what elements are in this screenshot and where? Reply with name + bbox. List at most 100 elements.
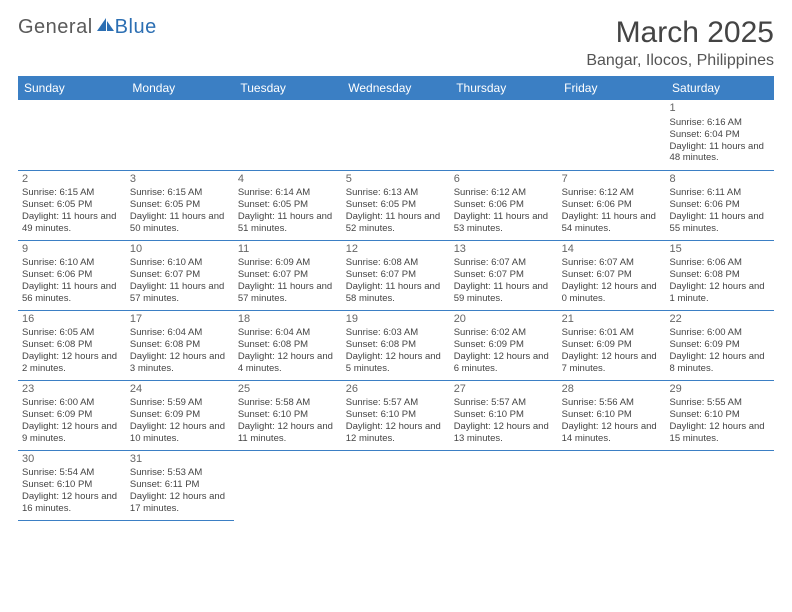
calendar-day-cell: 1Sunrise: 6:16 AMSunset: 6:04 PMDaylight… xyxy=(666,100,774,170)
calendar-day-cell: 12Sunrise: 6:08 AMSunset: 6:07 PMDayligh… xyxy=(342,240,450,310)
sunset-line: Sunset: 6:08 PM xyxy=(130,339,230,351)
calendar-body: 1Sunrise: 6:16 AMSunset: 6:04 PMDaylight… xyxy=(18,100,774,520)
calendar-day-cell: 28Sunrise: 5:56 AMSunset: 6:10 PMDayligh… xyxy=(558,380,666,450)
calendar-day-cell: 2Sunrise: 6:15 AMSunset: 6:05 PMDaylight… xyxy=(18,170,126,240)
daylight-line: Daylight: 12 hours and 3 minutes. xyxy=(130,351,230,375)
sunset-line: Sunset: 6:06 PM xyxy=(454,199,554,211)
day-number: 12 xyxy=(346,243,446,257)
calendar-empty-cell xyxy=(450,450,558,520)
calendar-table: SundayMondayTuesdayWednesdayThursdayFrid… xyxy=(18,76,774,521)
sunset-line: Sunset: 6:10 PM xyxy=(22,479,122,491)
day-number: 26 xyxy=(346,383,446,397)
weekday-header: Wednesday xyxy=(342,76,450,100)
daylight-line: Daylight: 12 hours and 2 minutes. xyxy=(22,351,122,375)
calendar-day-cell: 20Sunrise: 6:02 AMSunset: 6:09 PMDayligh… xyxy=(450,310,558,380)
calendar-empty-cell xyxy=(18,100,126,170)
calendar-day-cell: 16Sunrise: 6:05 AMSunset: 6:08 PMDayligh… xyxy=(18,310,126,380)
daylight-line: Daylight: 12 hours and 7 minutes. xyxy=(562,351,662,375)
sunrise-line: Sunrise: 6:14 AM xyxy=(238,187,338,199)
sunset-line: Sunset: 6:09 PM xyxy=(454,339,554,351)
day-number: 9 xyxy=(22,243,122,257)
day-number: 5 xyxy=(346,173,446,187)
sunrise-line: Sunrise: 6:12 AM xyxy=(562,187,662,199)
sunset-line: Sunset: 6:10 PM xyxy=(454,409,554,421)
daylight-line: Daylight: 11 hours and 51 minutes. xyxy=(238,211,338,235)
calendar-day-cell: 22Sunrise: 6:00 AMSunset: 6:09 PMDayligh… xyxy=(666,310,774,380)
logo: General Blue xyxy=(18,16,157,39)
sunset-line: Sunset: 6:05 PM xyxy=(22,199,122,211)
sunrise-line: Sunrise: 6:03 AM xyxy=(346,327,446,339)
sunrise-line: Sunrise: 6:15 AM xyxy=(130,187,230,199)
sunset-line: Sunset: 6:08 PM xyxy=(238,339,338,351)
calendar-day-cell: 25Sunrise: 5:58 AMSunset: 6:10 PMDayligh… xyxy=(234,380,342,450)
daylight-line: Daylight: 12 hours and 17 minutes. xyxy=(130,491,230,515)
daylight-line: Daylight: 11 hours and 49 minutes. xyxy=(22,211,122,235)
weekday-header: Sunday xyxy=(18,76,126,100)
sunrise-line: Sunrise: 6:05 AM xyxy=(22,327,122,339)
daylight-line: Daylight: 11 hours and 59 minutes. xyxy=(454,281,554,305)
day-number: 11 xyxy=(238,243,338,257)
day-number: 22 xyxy=(670,313,770,327)
sunset-line: Sunset: 6:08 PM xyxy=(346,339,446,351)
page-header: General Blue March 2025 Bangar, Ilocos, … xyxy=(18,16,774,70)
daylight-line: Daylight: 11 hours and 57 minutes. xyxy=(238,281,338,305)
day-number: 18 xyxy=(238,313,338,327)
calendar-empty-cell xyxy=(558,450,666,520)
day-number: 13 xyxy=(454,243,554,257)
daylight-line: Daylight: 12 hours and 14 minutes. xyxy=(562,421,662,445)
weekday-header: Saturday xyxy=(666,76,774,100)
sunrise-line: Sunrise: 6:09 AM xyxy=(238,257,338,269)
calendar-day-cell: 11Sunrise: 6:09 AMSunset: 6:07 PMDayligh… xyxy=(234,240,342,310)
sunrise-line: Sunrise: 6:10 AM xyxy=(130,257,230,269)
daylight-line: Daylight: 12 hours and 8 minutes. xyxy=(670,351,770,375)
sunrise-line: Sunrise: 6:04 AM xyxy=(238,327,338,339)
sunrise-line: Sunrise: 5:53 AM xyxy=(130,467,230,479)
day-number: 14 xyxy=(562,243,662,257)
calendar-day-cell: 14Sunrise: 6:07 AMSunset: 6:07 PMDayligh… xyxy=(558,240,666,310)
calendar-empty-cell xyxy=(342,100,450,170)
sunrise-line: Sunrise: 6:08 AM xyxy=(346,257,446,269)
calendar-header-row: SundayMondayTuesdayWednesdayThursdayFrid… xyxy=(18,76,774,100)
weekday-header: Tuesday xyxy=(234,76,342,100)
sunrise-line: Sunrise: 6:11 AM xyxy=(670,187,770,199)
daylight-line: Daylight: 12 hours and 15 minutes. xyxy=(670,421,770,445)
calendar-week-row: 9Sunrise: 6:10 AMSunset: 6:06 PMDaylight… xyxy=(18,240,774,310)
sunrise-line: Sunrise: 6:07 AM xyxy=(562,257,662,269)
sunrise-line: Sunrise: 6:10 AM xyxy=(22,257,122,269)
sunrise-line: Sunrise: 6:06 AM xyxy=(670,257,770,269)
sunset-line: Sunset: 6:06 PM xyxy=(562,199,662,211)
sunrise-line: Sunrise: 6:16 AM xyxy=(670,117,770,129)
sunset-line: Sunset: 6:09 PM xyxy=(22,409,122,421)
calendar-empty-cell xyxy=(342,450,450,520)
calendar-day-cell: 10Sunrise: 6:10 AMSunset: 6:07 PMDayligh… xyxy=(126,240,234,310)
calendar-day-cell: 23Sunrise: 6:00 AMSunset: 6:09 PMDayligh… xyxy=(18,380,126,450)
calendar-day-cell: 5Sunrise: 6:13 AMSunset: 6:05 PMDaylight… xyxy=(342,170,450,240)
day-number: 27 xyxy=(454,383,554,397)
calendar-page: General Blue March 2025 Bangar, Ilocos, … xyxy=(0,0,792,537)
sunset-line: Sunset: 6:10 PM xyxy=(562,409,662,421)
sunset-line: Sunset: 6:09 PM xyxy=(130,409,230,421)
day-number: 2 xyxy=(22,173,122,187)
day-number: 30 xyxy=(22,453,122,467)
calendar-day-cell: 19Sunrise: 6:03 AMSunset: 6:08 PMDayligh… xyxy=(342,310,450,380)
weekday-header: Thursday xyxy=(450,76,558,100)
calendar-day-cell: 18Sunrise: 6:04 AMSunset: 6:08 PMDayligh… xyxy=(234,310,342,380)
calendar-empty-cell xyxy=(450,100,558,170)
sunrise-line: Sunrise: 6:02 AM xyxy=(454,327,554,339)
calendar-day-cell: 24Sunrise: 5:59 AMSunset: 6:09 PMDayligh… xyxy=(126,380,234,450)
sunrise-line: Sunrise: 6:12 AM xyxy=(454,187,554,199)
sunset-line: Sunset: 6:10 PM xyxy=(238,409,338,421)
sunset-line: Sunset: 6:08 PM xyxy=(22,339,122,351)
sunrise-line: Sunrise: 6:15 AM xyxy=(22,187,122,199)
calendar-day-cell: 15Sunrise: 6:06 AMSunset: 6:08 PMDayligh… xyxy=(666,240,774,310)
daylight-line: Daylight: 12 hours and 13 minutes. xyxy=(454,421,554,445)
day-number: 21 xyxy=(562,313,662,327)
calendar-week-row: 16Sunrise: 6:05 AMSunset: 6:08 PMDayligh… xyxy=(18,310,774,380)
daylight-line: Daylight: 11 hours and 58 minutes. xyxy=(346,281,446,305)
sunset-line: Sunset: 6:05 PM xyxy=(130,199,230,211)
calendar-day-cell: 21Sunrise: 6:01 AMSunset: 6:09 PMDayligh… xyxy=(558,310,666,380)
sunset-line: Sunset: 6:07 PM xyxy=(346,269,446,281)
sunset-line: Sunset: 6:05 PM xyxy=(346,199,446,211)
calendar-empty-cell xyxy=(666,450,774,520)
sunrise-line: Sunrise: 5:57 AM xyxy=(454,397,554,409)
